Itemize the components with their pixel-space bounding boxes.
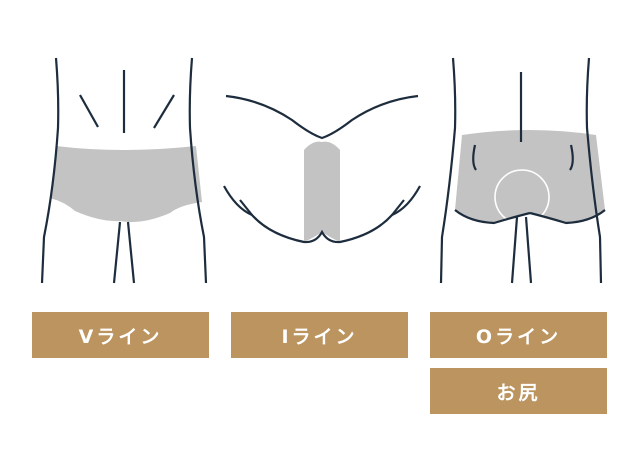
crotch-icon [222,90,422,250]
i-shaded-area [304,141,340,242]
o-line-label[interactable]: Oライン [430,312,607,358]
v-shaded-area [50,146,202,222]
back-hips-icon [439,55,620,285]
front-hips-icon [30,55,210,285]
v-line-label[interactable]: Vライン [32,312,209,358]
o-shaded-area [455,130,605,223]
i-line-label[interactable]: Iライン [231,312,408,358]
o-circle [494,169,550,225]
buttocks-label[interactable]: お尻 [430,368,607,414]
